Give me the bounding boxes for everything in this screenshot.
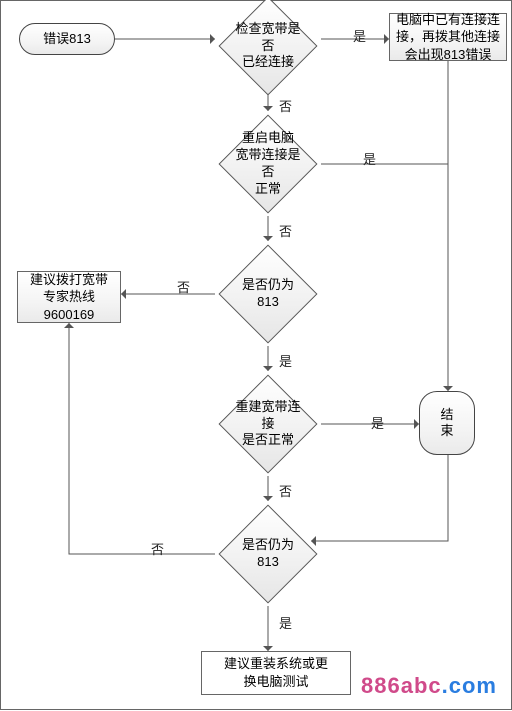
edge-label-d1-yes: 是 [353,26,366,45]
edge-label-d4-yes: 是 [371,413,384,432]
node-d2-label: 重启电脑宽带连接是否正常 [233,130,303,198]
node-info-label: 电脑中已有连接连接，再拨其他连接会出现813错误 [396,11,500,64]
node-d2: 重启电脑宽带连接是否正常 [233,129,303,199]
node-start: 错误813 [19,23,115,55]
edge-label-d1-no: 否 [279,96,292,115]
edge-label-d4-no: 否 [279,481,292,500]
node-end-label: 结束 [440,407,453,438]
edge-label-d2-yes: 是 [363,149,376,168]
node-reinstall: 建议重装系统或更换电脑测试 [201,651,351,695]
node-start-label: 错误813 [43,31,91,47]
node-d1: 检查宽带是否已经连接 [233,11,303,81]
node-d5-label: 是否仍为813 [233,537,303,571]
edge-label-d3-yes: 是 [279,351,292,370]
node-d5: 是否仍为813 [233,519,303,589]
edge-label-d2-no: 否 [279,221,292,240]
node-d3: 是否仍为813 [233,259,303,329]
edge-label-d5-no: 否 [151,539,164,558]
watermark-part2: .com [442,673,497,698]
watermark: 886abc.com [361,673,497,699]
edges-layer [1,1,512,711]
node-hotline: 建议拨打宽带专家热线9600169 [17,271,121,323]
node-d4: 重建宽带连接是否正常 [233,389,303,459]
node-end: 结束 [419,391,475,455]
node-d1-label: 检查宽带是否已经连接 [233,21,303,72]
flowchart-canvas: 错误813 检查宽带是否已经连接 电脑中已有连接连接，再拨其他连接会出现813错… [0,0,512,710]
edge-label-d3-no: 否 [177,277,190,296]
node-info: 电脑中已有连接连接，再拨其他连接会出现813错误 [389,13,507,61]
watermark-part1: 886abc [361,673,442,698]
node-hotline-label: 建议拨打宽带专家热线9600169 [30,271,108,324]
edge-label-d5-yes: 是 [279,613,292,632]
node-reinstall-label: 建议重装系统或更换电脑测试 [224,655,328,690]
node-d3-label: 是否仍为813 [233,277,303,311]
node-d4-label: 重建宽带连接是否正常 [233,399,303,450]
